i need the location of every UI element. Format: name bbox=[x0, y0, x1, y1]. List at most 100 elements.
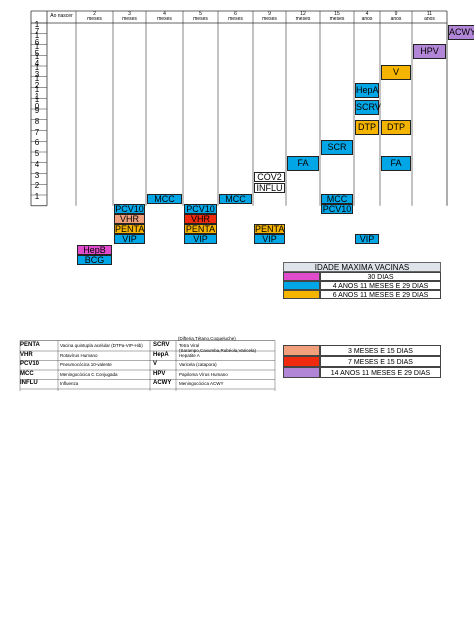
legend2-label: 3 MESES E 15 DIAS bbox=[320, 345, 441, 356]
header-col-num: 4 bbox=[163, 11, 166, 17]
row-label: 4 bbox=[34, 159, 40, 169]
vaccine-cell-pcv2: PCV10 bbox=[114, 204, 145, 214]
header-col-7: 15 meses bbox=[320, 12, 354, 22]
vaccine-cell-hepb: HepB bbox=[77, 245, 112, 255]
legend-swatch-orange bbox=[283, 290, 320, 299]
legend-swatch-blue bbox=[283, 281, 320, 290]
header-col-8: 4 anos bbox=[354, 12, 380, 22]
header-col-num: 9 bbox=[394, 11, 398, 17]
legend-label: 4 ANOS 11 MESES E 29 DIAS bbox=[320, 281, 441, 290]
abbr-code-left: PCV10 bbox=[20, 361, 40, 367]
row-label: 6 bbox=[34, 138, 40, 148]
vaccine-cell-penta6: PENTA bbox=[254, 224, 285, 234]
header-col-0: 2 meses bbox=[76, 12, 113, 22]
vaccine-cell-mcc12: MCC bbox=[321, 194, 353, 204]
row-label: 1 3 bbox=[34, 63, 40, 79]
vaccine-cell-vip4: VIP bbox=[184, 234, 217, 244]
vaccine-cell-penta4: PENTA bbox=[184, 224, 217, 234]
header-col-num: 11 bbox=[426, 11, 433, 17]
header-col-num: 6 bbox=[234, 11, 237, 17]
header-col-num: 4 bbox=[365, 11, 369, 17]
vaccine-cell-fa9: FA bbox=[287, 156, 319, 171]
header-col-unit: anos bbox=[361, 16, 373, 22]
header-col-unit: meses bbox=[122, 16, 137, 22]
legend2-label: 7 MESES E 15 DIAS bbox=[320, 356, 441, 367]
abbr-code-right: ACWY bbox=[153, 380, 172, 386]
abbr-desc-right: Meningocócica ACWY bbox=[179, 381, 224, 386]
vaccine-cell-penta2: PENTA bbox=[114, 224, 145, 234]
abbr-desc-left: Influenza bbox=[60, 381, 79, 386]
abbr-top-note: (Difteria,Tétano,Coqueluche) bbox=[178, 336, 236, 341]
row-label: 9 bbox=[34, 106, 40, 115]
header-col-10: 11 anos bbox=[412, 12, 447, 22]
header-col-unit: meses bbox=[262, 16, 277, 22]
row-label: 1 2 bbox=[34, 73, 40, 90]
vaccine-cell-mcc3: MCC bbox=[147, 194, 182, 204]
legend2-swatch-salmon bbox=[283, 345, 320, 356]
abbr-code-right: HepA bbox=[153, 351, 169, 358]
vaccine-cell-fa4: FA bbox=[381, 156, 411, 171]
row-label: 2 bbox=[34, 181, 40, 191]
vaccine-cell-pcv4: PCV10 bbox=[184, 204, 217, 214]
header-col-num: 12 bbox=[300, 11, 306, 17]
row-label: 1 6 bbox=[34, 30, 40, 47]
vaccine-cell-vhr2: VHR bbox=[114, 214, 145, 224]
header-col-2: 4 meses bbox=[146, 12, 183, 22]
vaccine-cell-acwy: ACWY bbox=[448, 25, 474, 40]
abbr-desc-right: Tetra Viral bbox=[179, 343, 200, 348]
vaccine-cell-scr: SCR bbox=[321, 140, 353, 155]
vaccine-cell-vhr4: VHR bbox=[184, 214, 217, 224]
header-col-6: 12 meses bbox=[286, 12, 320, 22]
abbr-desc-left: Meningocócica C Conjugada bbox=[60, 371, 118, 377]
abbr-desc-right: Varicela (catapora) bbox=[179, 362, 217, 367]
header-col-unit: meses bbox=[329, 16, 345, 22]
header-col-num: 15 bbox=[334, 11, 340, 17]
abbr-code-left: INFLU bbox=[20, 380, 38, 386]
abbr-desc-left: Pneumocócica 10-valente bbox=[60, 362, 112, 367]
header-col-5: 9 meses bbox=[253, 12, 286, 22]
row-label: 1 7 bbox=[34, 20, 40, 36]
header-col-unit: meses bbox=[87, 16, 102, 22]
header-col-unit: anos bbox=[390, 16, 402, 22]
abbr-desc2-right: (Sarampo,Caxumba,Rubéola,Varicela) bbox=[179, 348, 256, 353]
row-label: 3 bbox=[34, 170, 40, 180]
legend-max-title: IDADE MAXIMA VACINAS bbox=[283, 262, 441, 272]
header-col-num: 9 bbox=[268, 11, 271, 17]
row-label: 1 bbox=[34, 192, 40, 201]
row-label: 1 4 bbox=[34, 52, 40, 69]
vaccine-cell-scrv: SCRV bbox=[355, 100, 381, 115]
legend2-swatch-red bbox=[283, 356, 320, 367]
header-col-num: 2 bbox=[93, 11, 96, 17]
abbr-desc-left: Rotavírus Humano bbox=[60, 352, 98, 358]
header-col-3: 5 meses bbox=[183, 12, 218, 22]
header-col-unit: meses bbox=[193, 16, 208, 22]
legend-label: 30 DIAS bbox=[320, 272, 441, 281]
abbr-desc-left: Vacina quintupla acelular (DTPa-VIP-Hib) bbox=[60, 343, 143, 348]
legend-label: 6 ANOS 11 MESES E 29 DIAS bbox=[320, 290, 441, 299]
abbr-code-left: PENTA bbox=[20, 342, 40, 348]
vaccine-cell-hpv: HPV bbox=[413, 44, 446, 59]
vaccine-cell-cov2: COV2 bbox=[254, 172, 285, 182]
vaccine-cell-hepa: HepA bbox=[355, 83, 379, 98]
vaccine-cell-vip15: VIP bbox=[355, 234, 379, 244]
row-label: 8 bbox=[34, 116, 40, 126]
header-ao-nascer: Ao nascer bbox=[50, 13, 73, 19]
vaccine-cell-pcv12: PCV10 bbox=[321, 204, 353, 214]
legend-swatch-magenta bbox=[283, 272, 320, 281]
vaccine-cell-v: V bbox=[381, 65, 411, 80]
abbr-desc-right: Hepatite A bbox=[179, 352, 200, 358]
abbr-code-right: HPV bbox=[153, 370, 166, 377]
header-col-unit: anos bbox=[424, 16, 435, 22]
vaccine-cell-dtp15: DTP bbox=[355, 120, 379, 135]
legend2-swatch-purple bbox=[283, 367, 320, 378]
row-label: 1 1 bbox=[34, 84, 40, 101]
header-col-1: 3 meses bbox=[113, 12, 146, 22]
row-label: 1 5 bbox=[34, 41, 40, 58]
row-label: 1 0 bbox=[34, 95, 40, 112]
vaccine-cell-dtp4: DTP bbox=[381, 120, 411, 135]
header-col-unit: meses bbox=[295, 16, 311, 22]
vaccine-cell-vip2: VIP bbox=[114, 234, 145, 244]
header-col-unit: meses bbox=[157, 16, 172, 22]
row-label: 5 bbox=[34, 149, 40, 158]
